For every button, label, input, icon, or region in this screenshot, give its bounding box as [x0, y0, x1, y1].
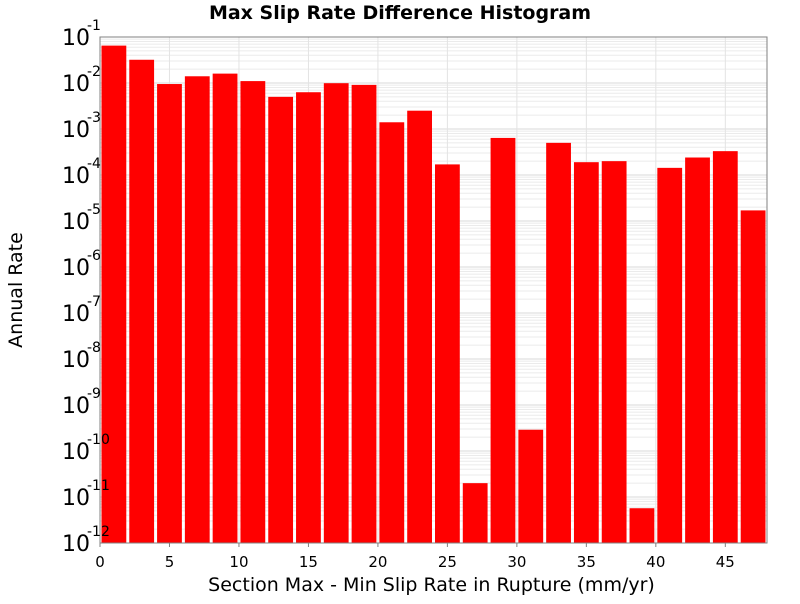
bar: [379, 122, 405, 543]
y-tick-exponent: -5: [87, 202, 101, 218]
bar-series: [101, 45, 766, 544]
y-tick-exponent: -4: [87, 156, 101, 172]
bar: [129, 59, 155, 544]
y-tick-exponent: -11: [87, 478, 110, 494]
y-tick-label: 10: [62, 486, 90, 511]
bar: [323, 83, 349, 544]
x-tick-label: 25: [438, 553, 457, 571]
bar: [712, 151, 738, 543]
bar: [685, 157, 710, 543]
bar: [629, 508, 655, 543]
bar: [546, 142, 571, 543]
bar: [573, 162, 599, 543]
bar: [435, 164, 460, 543]
bar: [240, 81, 266, 543]
bar: [157, 84, 182, 543]
bar: [518, 429, 544, 543]
x-tick-label: 15: [299, 553, 318, 571]
y-tick-label: 10: [62, 72, 90, 97]
x-tick-label: 20: [368, 553, 387, 571]
y-tick-label: 10: [62, 348, 90, 373]
bar: [212, 73, 238, 544]
x-tick-label: 45: [716, 553, 735, 571]
bar: [296, 92, 321, 543]
y-tick-label: 10: [62, 164, 90, 189]
y-tick-exponent: -7: [87, 294, 101, 310]
bar: [351, 84, 377, 543]
bar: [184, 76, 210, 543]
y-tick-label: 10: [62, 302, 90, 327]
y-tick-exponent: -8: [87, 340, 101, 356]
y-tick-exponent: -9: [87, 386, 101, 402]
chart-title: Max Slip Rate Difference Histogram: [208, 2, 592, 24]
x-axis-label: Section Max - Min Slip Rate in Rupture (…: [208, 574, 655, 596]
bar: [490, 137, 516, 544]
y-tick-exponent: -1: [87, 18, 101, 34]
y-tick-exponent: -10: [87, 432, 110, 448]
x-tick-label: 40: [646, 553, 665, 571]
bar: [657, 167, 683, 543]
y-tick-label: 10: [62, 440, 90, 465]
y-tick-label: 10: [62, 210, 90, 235]
x-tick-label: 10: [229, 553, 248, 571]
x-tick-label: 5: [165, 553, 175, 571]
x-tick-label: 0: [95, 553, 105, 571]
y-tick-label: 10: [62, 256, 90, 281]
bar: [407, 110, 432, 543]
bar: [462, 483, 488, 543]
y-tick-label: 10: [62, 394, 90, 419]
y-axis-label: Annual Rate: [5, 232, 27, 348]
bar: [740, 210, 766, 543]
y-tick-exponent: -3: [87, 110, 101, 126]
y-tick-label: 10: [62, 26, 90, 51]
y-tick-exponent: -12: [87, 524, 110, 540]
bar: [601, 161, 627, 543]
x-tick-label: 35: [577, 553, 596, 571]
plot-frame: [99, 36, 768, 544]
bar: [101, 45, 127, 543]
bar: [268, 96, 294, 543]
y-tick-label: 10: [62, 118, 90, 143]
y-tick-exponent: -6: [87, 248, 101, 264]
y-tick-exponent: -2: [87, 64, 101, 80]
y-tick-label: 10: [62, 532, 90, 557]
x-tick-label: 30: [507, 553, 526, 571]
